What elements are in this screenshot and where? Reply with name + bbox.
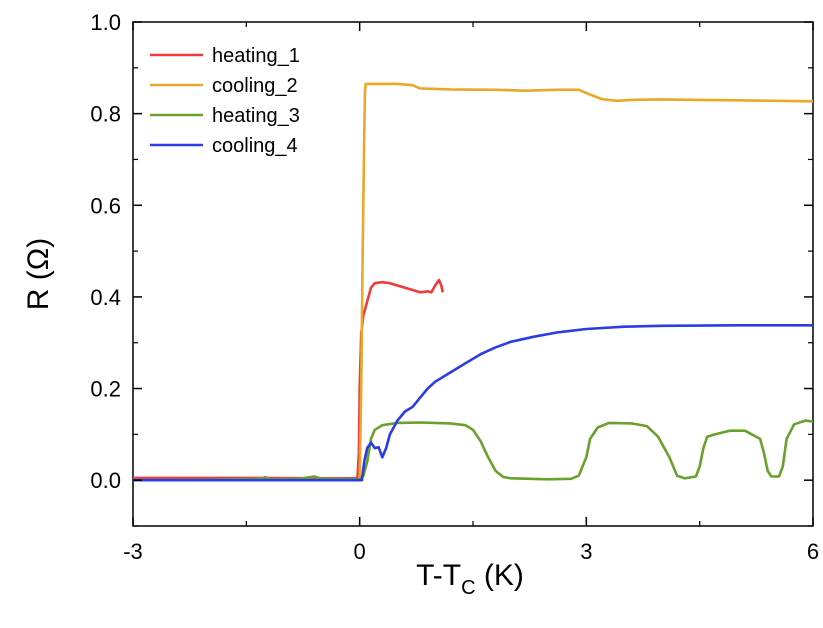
x-tick-label: 3: [580, 539, 592, 564]
y-tick-label: 0.4: [90, 285, 121, 310]
legend-label-heating-3: heating_3: [212, 105, 300, 127]
x-axis-title: T-TC (K): [416, 559, 524, 599]
axis-layer: -3 0 3 6 0.0 0.2 0.4 0.6 0.8 1.0: [90, 10, 819, 564]
legend: heating_1 cooling_2 heating_3 cooling_4: [150, 45, 300, 157]
y-tick-label: 0.2: [90, 377, 121, 402]
x-tick-label: 6: [807, 539, 819, 564]
x-axis-title-main: T-T: [416, 559, 461, 592]
y-tick-label: 0.8: [90, 102, 121, 127]
x-tick-label: 0: [354, 539, 366, 564]
y-axis-title: R (Ω): [22, 238, 55, 310]
series-line-heating-3: [132, 419, 814, 482]
legend-label-cooling-4: cooling_4: [212, 135, 298, 157]
x-tick-label: -3: [123, 539, 143, 564]
legend-label-cooling-2: cooling_2: [212, 75, 298, 97]
y-tick-label: 0.6: [90, 193, 121, 218]
series-line-cooling-4: [133, 324, 813, 482]
x-axis-title-subscript: C: [461, 577, 475, 599]
legend-label-heating-1: heating_1: [212, 45, 300, 67]
series-layer: [132, 82, 814, 482]
y-tick-label: 1.0: [90, 10, 121, 35]
series-line-cooling-2: [133, 82, 814, 482]
plot-frame: [132, 21, 814, 527]
x-axis-title-unit: (K): [476, 559, 524, 592]
y-tick-label: 0.0: [90, 468, 121, 493]
series-line-heating-1: [133, 278, 445, 480]
